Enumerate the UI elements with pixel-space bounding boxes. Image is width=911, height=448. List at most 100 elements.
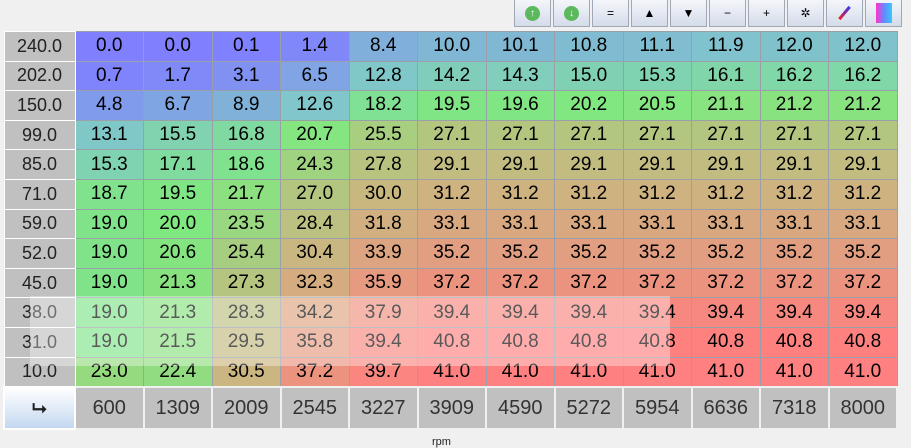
table-cell[interactable]: 0.7	[74, 60, 144, 92]
table-cell[interactable]: 40.8	[759, 326, 829, 358]
table-cell[interactable]: 39.4	[485, 297, 555, 328]
table-cell[interactable]: 33.1	[417, 208, 487, 240]
table-cell[interactable]: 33.1	[554, 208, 624, 240]
row-header[interactable]: 59.0	[3, 208, 76, 240]
table-cell[interactable]: 19.6	[485, 90, 555, 121]
table-cell[interactable]: 0.0	[143, 31, 213, 62]
table-cell[interactable]: 6.7	[143, 90, 213, 121]
table-cell[interactable]: 37.2	[417, 267, 487, 299]
table-cell[interactable]: 29.1	[691, 149, 761, 180]
table-cell[interactable]: 19.0	[74, 208, 144, 240]
table-cell[interactable]: 39.4	[348, 326, 418, 358]
table-cell[interactable]: 35.9	[348, 267, 418, 299]
table-cell[interactable]: 35.2	[622, 238, 692, 269]
column-header[interactable]: 3227	[348, 386, 419, 431]
increase-button[interactable]: ▲	[631, 0, 668, 27]
table-cell[interactable]: 16.1	[691, 60, 761, 92]
decrease-button[interactable]: ▼	[670, 0, 707, 27]
table-cell[interactable]: 19.5	[417, 90, 487, 121]
row-header[interactable]: 85.0	[3, 149, 76, 180]
table-cell[interactable]: 41.0	[622, 356, 692, 388]
table-cell[interactable]: 23.5	[211, 208, 281, 240]
table-cell[interactable]: 40.8	[622, 326, 692, 358]
column-header[interactable]: 600	[74, 386, 145, 431]
table-cell[interactable]: 27.1	[485, 119, 555, 151]
table-cell[interactable]: 33.1	[485, 208, 555, 240]
table-cell[interactable]: 19.0	[74, 267, 144, 299]
row-header[interactable]: 240.0	[3, 31, 76, 62]
add-button[interactable]: +	[748, 0, 785, 27]
table-cell[interactable]: 19.0	[74, 326, 144, 358]
table-cell[interactable]: 13.1	[74, 119, 144, 151]
row-header[interactable]: 99.0	[3, 119, 76, 151]
table-cell[interactable]: 41.0	[417, 356, 487, 388]
table-cell[interactable]: 19.5	[143, 178, 213, 210]
table-cell[interactable]: 33.1	[759, 208, 829, 240]
table-cell[interactable]: 40.8	[417, 326, 487, 358]
table-cell[interactable]: 39.4	[622, 297, 692, 328]
table-cell[interactable]: 20.2	[554, 90, 624, 121]
table-cell[interactable]: 27.1	[691, 119, 761, 151]
table-cell[interactable]: 24.3	[280, 149, 350, 180]
table-cell[interactable]: 12.0	[759, 31, 829, 62]
table-cell[interactable]: 40.8	[554, 326, 624, 358]
table-cell[interactable]: 6.5	[280, 60, 350, 92]
table-cell[interactable]: 27.1	[828, 119, 898, 151]
table-cell[interactable]: 27.3	[211, 267, 281, 299]
table-cell[interactable]: 39.4	[828, 297, 898, 328]
table-cell[interactable]: 10.0	[417, 31, 487, 62]
column-header[interactable]: 2009	[211, 386, 282, 431]
table-cell[interactable]: 37.2	[554, 267, 624, 299]
table-cell[interactable]: 39.4	[759, 297, 829, 328]
table-cell[interactable]: 31.2	[828, 178, 898, 210]
table-cell[interactable]: 0.1	[211, 31, 281, 62]
table-cell[interactable]: 21.1	[691, 90, 761, 121]
interpolate-button[interactable]	[826, 0, 863, 27]
table-cell[interactable]: 20.6	[143, 238, 213, 269]
move-up-button[interactable]: ↑	[514, 0, 551, 27]
row-header[interactable]: 202.0	[3, 60, 76, 92]
column-header[interactable]: 7318	[759, 386, 830, 431]
table-cell[interactable]: 3.1	[211, 60, 281, 92]
table-cell[interactable]: 11.9	[691, 31, 761, 62]
table-cell[interactable]: 21.2	[759, 90, 829, 121]
table-cell[interactable]: 8.9	[211, 90, 281, 121]
row-header[interactable]: 71.0	[3, 178, 76, 210]
table-cell[interactable]: 27.1	[554, 119, 624, 151]
table-cell[interactable]: 35.2	[485, 238, 555, 269]
table-cell[interactable]: 29.1	[485, 149, 555, 180]
table-cell[interactable]: 29.5	[211, 326, 281, 358]
column-header[interactable]: 6636	[690, 386, 761, 431]
move-down-button[interactable]: ↓	[553, 0, 590, 27]
table-cell[interactable]: 27.1	[759, 119, 829, 151]
table-cell[interactable]: 31.2	[759, 178, 829, 210]
table-cell[interactable]: 30.5	[211, 356, 281, 388]
table-cell[interactable]: 37.2	[622, 267, 692, 299]
table-cell[interactable]: 35.2	[417, 238, 487, 269]
column-header[interactable]: 1309	[142, 386, 213, 431]
table-cell[interactable]: 18.6	[211, 149, 281, 180]
table-cell[interactable]: 32.3	[280, 267, 350, 299]
table-cell[interactable]: 21.3	[143, 297, 213, 328]
table-cell[interactable]: 8.4	[348, 31, 418, 62]
table-cell[interactable]: 10.8	[554, 31, 624, 62]
table-cell[interactable]: 33.1	[691, 208, 761, 240]
table-cell[interactable]: 12.8	[348, 60, 418, 92]
table-cell[interactable]: 41.0	[759, 356, 829, 388]
table-cell[interactable]: 25.5	[348, 119, 418, 151]
table-cell[interactable]: 10.1	[485, 31, 555, 62]
table-cell[interactable]: 12.6	[280, 90, 350, 121]
table-cell[interactable]: 21.7	[211, 178, 281, 210]
table-cell[interactable]: 39.4	[691, 297, 761, 328]
table-cell[interactable]: 40.8	[691, 326, 761, 358]
table-cell[interactable]: 31.2	[622, 178, 692, 210]
table-cell[interactable]: 27.0	[280, 178, 350, 210]
table-cell[interactable]: 16.8	[211, 119, 281, 151]
table-cell[interactable]: 33.1	[622, 208, 692, 240]
row-header[interactable]: 31.0	[3, 326, 76, 358]
table-cell[interactable]: 29.1	[622, 149, 692, 180]
table-cell[interactable]: 41.0	[691, 356, 761, 388]
table-cell[interactable]: 19.0	[74, 297, 144, 328]
table-cell[interactable]: 28.3	[211, 297, 281, 328]
table-cell[interactable]: 29.1	[417, 149, 487, 180]
